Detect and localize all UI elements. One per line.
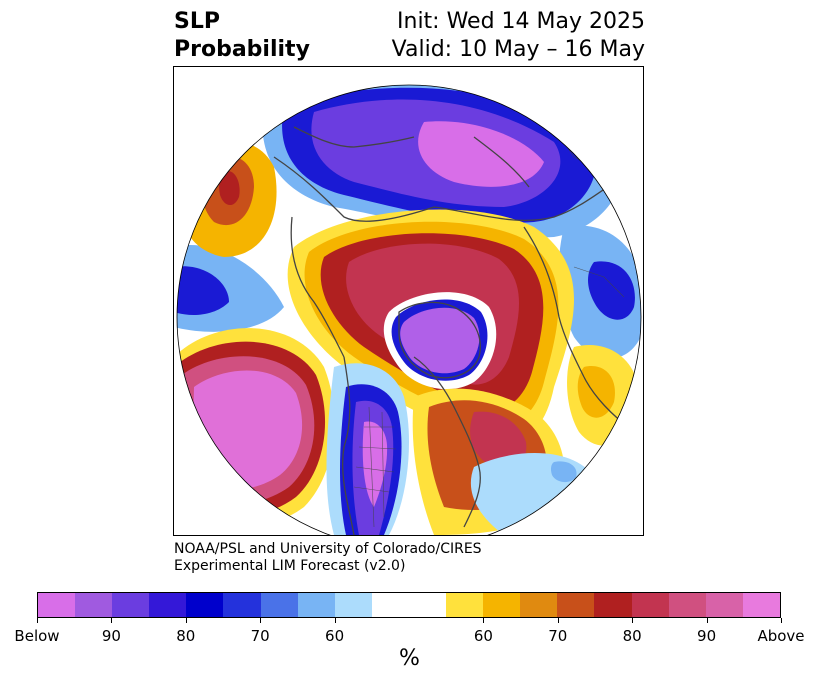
tick-mark [334, 618, 336, 623]
colorbar-cell [742, 593, 780, 617]
credit: NOAA/PSL and University of Colorado/CIRE… [174, 541, 482, 575]
init-date: Init: Wed 14 May 2025 [397, 9, 645, 34]
colorbar-cell [371, 593, 409, 617]
title-metric: Probability [174, 37, 310, 62]
tick-label: 90 [101, 627, 121, 645]
colorbar-cell [334, 593, 372, 617]
title-variable: SLP [174, 9, 220, 34]
probability-field [177, 85, 641, 535]
colorbar-cell [112, 593, 150, 617]
tick-mark [260, 618, 262, 623]
chart-title: SLP Probability [174, 8, 310, 64]
tick-mark [632, 618, 634, 623]
region-namerica-below [326, 363, 409, 535]
tick-mark [37, 618, 38, 623]
colorbar-cell [705, 593, 743, 617]
colorbar [37, 592, 781, 618]
colorbar-cell [75, 593, 113, 617]
colorbar-cell [483, 593, 521, 617]
colorbar-cell [260, 593, 298, 617]
colorbar-cell [668, 593, 706, 617]
colorbar-cell [557, 593, 595, 617]
tick-label: 90 [697, 627, 717, 645]
probability-map-svg [176, 84, 642, 535]
tick-label: Above [757, 627, 805, 645]
colorbar-cell [631, 593, 669, 617]
forecast-map [173, 66, 644, 536]
tick-mark [111, 618, 113, 623]
region-npacific-above [177, 328, 335, 530]
colorbar-cell [594, 593, 632, 617]
tick-label: 60 [473, 627, 493, 645]
colorbar-cell [223, 593, 261, 617]
valid-range: Valid: 10 May – 16 May [391, 37, 645, 62]
colorbar-cell [186, 593, 224, 617]
colorbar-cell [149, 593, 187, 617]
credit-model: Experimental LIM Forecast (v2.0) [174, 558, 406, 574]
credit-org: NOAA/PSL and University of Colorado/CIRE… [174, 541, 482, 557]
chart-dates: Init: Wed 14 May 2025 Valid: 10 May – 16… [392, 8, 645, 64]
tick-mark [781, 618, 782, 623]
colorbar-cell [297, 593, 335, 617]
tick-label: Below [14, 627, 60, 645]
colorbar-cell [408, 593, 447, 617]
tick-label: 80 [176, 627, 196, 645]
colorbar-cell [38, 593, 76, 617]
tick-mark [557, 618, 559, 623]
tick-mark [483, 618, 485, 623]
colorbar-cell [446, 593, 484, 617]
tick-mark [185, 618, 187, 623]
tick-label: 70 [548, 627, 568, 645]
tick-label: 80 [622, 627, 642, 645]
tick-label: 70 [250, 627, 270, 645]
colorbar-unit: % [399, 646, 420, 671]
colorbar-ticks: Below 90 80 70 60 60 70 80 90 Above [14, 618, 805, 648]
tick-label: 60 [325, 627, 345, 645]
region-east-below [558, 225, 641, 359]
tick-mark [706, 618, 708, 623]
polar-boundary [176, 84, 642, 535]
region-pacific-below [177, 245, 284, 332]
colorbar-cell [520, 593, 558, 617]
